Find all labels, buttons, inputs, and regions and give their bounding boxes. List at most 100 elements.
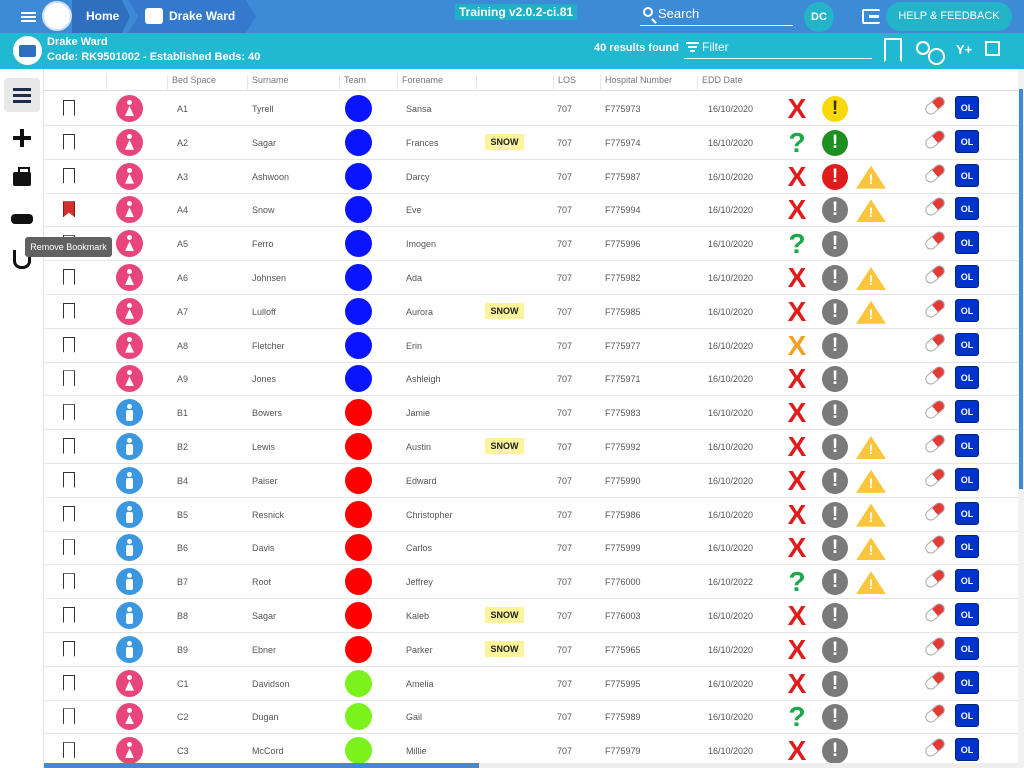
horizontal-scrollbar-thumb[interactable] bbox=[44, 763, 479, 768]
breadcrumb-home[interactable]: Home bbox=[72, 0, 130, 33]
alert-icon[interactable]: ! bbox=[822, 400, 848, 427]
alert-icon[interactable]: ! bbox=[822, 231, 848, 258]
question-icon[interactable]: ? bbox=[788, 566, 806, 598]
bookmark-icon[interactable] bbox=[63, 201, 75, 218]
ol-button[interactable]: OL bbox=[955, 467, 979, 491]
help-feedback-button[interactable]: HELP & FEEDBACK bbox=[886, 2, 1012, 31]
warning-icon[interactable]: ! bbox=[856, 537, 886, 561]
filter-button[interactable]: Filter bbox=[684, 37, 872, 59]
header-forename[interactable]: Forename bbox=[397, 75, 475, 89]
avatar[interactable]: DC bbox=[804, 2, 834, 32]
vertical-scrollbar[interactable] bbox=[1018, 69, 1024, 768]
alert-icon[interactable]: ! bbox=[822, 129, 848, 156]
alert-icon[interactable]: ! bbox=[822, 163, 848, 190]
alert-icon[interactable]: ! bbox=[822, 670, 848, 697]
ol-button[interactable]: OL bbox=[955, 332, 979, 356]
bookmark-icon[interactable] bbox=[63, 133, 75, 150]
logout-icon[interactable] bbox=[862, 9, 880, 24]
ol-button[interactable]: OL bbox=[955, 501, 979, 525]
cross-icon[interactable]: X bbox=[787, 532, 807, 564]
warning-icon[interactable]: ! bbox=[856, 503, 886, 527]
medication-icon[interactable] bbox=[923, 668, 947, 692]
staff-settings-icon[interactable] bbox=[914, 38, 945, 65]
medication-icon[interactable] bbox=[923, 635, 947, 658]
ol-button[interactable]: OL bbox=[955, 434, 979, 457]
table-row[interactable]: A7 Lulloff Aurora SNOW 707 F775985 16/10/2020 X… bbox=[44, 295, 1018, 329]
medication-icon[interactable] bbox=[923, 432, 947, 455]
bookmark-icon[interactable] bbox=[63, 269, 75, 285]
medical-kit-icon[interactable] bbox=[4, 161, 40, 195]
bookmark-icon[interactable] bbox=[63, 708, 75, 725]
stethoscope-icon[interactable] bbox=[4, 243, 40, 277]
medication-icon[interactable] bbox=[923, 94, 947, 117]
warning-icon[interactable]: ! bbox=[856, 469, 886, 493]
medication-icon[interactable] bbox=[923, 702, 947, 726]
medication-icon[interactable] bbox=[923, 499, 947, 523]
table-row[interactable]: B6 Davis Carlos 707 F775999 16/10/2020 X!! OL bbox=[44, 531, 1018, 566]
table-row[interactable]: A5 Ferro Imogen 707 F775996 16/10/2020?! OL bbox=[44, 227, 1018, 262]
medication-icon[interactable] bbox=[923, 533, 947, 557]
table-row[interactable]: A3 Ashwoon Darcy 707 F775987 16/10/2020 X!! OL bbox=[44, 160, 1018, 194]
add-icon[interactable] bbox=[4, 121, 40, 155]
table-row[interactable]: B2 Lewis Austin SNOW 707 F775992 16/10/2020 X!!… bbox=[44, 430, 1018, 464]
table-row[interactable]: A9 Jones Ashleigh 707 F775971 16/10/2020 X! OL bbox=[44, 362, 1018, 397]
ol-button[interactable]: OL bbox=[955, 603, 979, 626]
header-surname[interactable]: Surname bbox=[247, 75, 338, 89]
medication-icon[interactable] bbox=[923, 330, 947, 354]
cross-icon[interactable]: X bbox=[787, 431, 807, 462]
cross-icon[interactable]: X bbox=[787, 262, 807, 293]
warning-icon[interactable]: ! bbox=[856, 199, 886, 223]
alert-icon[interactable]: ! bbox=[822, 366, 848, 393]
alert-icon[interactable]: ! bbox=[822, 636, 848, 663]
ol-button[interactable]: OL bbox=[955, 129, 979, 153]
bookmark-icon[interactable] bbox=[63, 438, 75, 454]
warning-icon[interactable]: ! bbox=[856, 165, 886, 189]
ol-button[interactable]: OL bbox=[955, 231, 979, 255]
alert-icon[interactable]: ! bbox=[822, 704, 848, 731]
bookmark-filter-icon[interactable] bbox=[884, 38, 902, 62]
table-row[interactable]: B4 Paiser Edward 707 F775990 16/10/2020 X!! OL bbox=[44, 464, 1018, 498]
ol-button[interactable]: OL bbox=[955, 535, 979, 559]
menu-icon[interactable] bbox=[14, 6, 42, 28]
medication-icon[interactable] bbox=[923, 128, 947, 151]
alert-icon[interactable]: ! bbox=[822, 265, 848, 291]
ol-button[interactable]: OL bbox=[955, 163, 979, 187]
ol-button[interactable]: OL bbox=[955, 569, 979, 593]
list-view-icon[interactable] bbox=[4, 78, 40, 112]
medication-icon[interactable] bbox=[923, 263, 947, 286]
bookmark-icon[interactable] bbox=[63, 742, 75, 759]
horizontal-scrollbar[interactable] bbox=[44, 763, 1018, 768]
alert-icon[interactable]: ! bbox=[822, 467, 848, 494]
bookmark-icon[interactable] bbox=[63, 167, 75, 184]
ol-button[interactable]: OL bbox=[955, 96, 979, 119]
table-row[interactable]: B5 Resnick Christopher 707 F775986 16/10/2020… bbox=[44, 498, 1018, 532]
cross-icon[interactable]: X bbox=[787, 93, 807, 124]
table-row[interactable]: B8 Sagar Kaleb SNOW 707 F776003 16/10/2020 X! OL bbox=[44, 599, 1018, 633]
alert-icon[interactable]: ! bbox=[822, 501, 848, 528]
ol-button[interactable]: OL bbox=[955, 197, 979, 221]
medication-icon[interactable] bbox=[923, 297, 947, 320]
cross-icon[interactable]: X bbox=[787, 464, 807, 496]
alert-icon[interactable]: ! bbox=[822, 738, 848, 764]
medication-icon[interactable] bbox=[923, 364, 947, 388]
question-icon[interactable]: ? bbox=[788, 228, 806, 260]
bookmark-icon[interactable] bbox=[63, 336, 75, 353]
alert-icon[interactable]: ! bbox=[822, 603, 848, 629]
table-row[interactable]: A1 Tyrell Sansa 707 F775973 16/10/2020 X! OL bbox=[44, 92, 1018, 126]
warning-icon[interactable]: ! bbox=[856, 436, 886, 459]
breadcrumb-ward[interactable]: Drake Ward bbox=[128, 0, 256, 33]
bookmark-icon[interactable] bbox=[63, 674, 75, 691]
open-external-icon[interactable] bbox=[985, 41, 1000, 56]
cross-icon[interactable]: X bbox=[787, 735, 807, 764]
bookmark-icon[interactable] bbox=[63, 302, 75, 319]
table-row[interactable]: C1 Davidson Amelia 707 F775995 16/10/2020 X! OL bbox=[44, 667, 1018, 701]
cross-icon[interactable]: X bbox=[787, 397, 807, 429]
bookmark-icon[interactable] bbox=[63, 370, 75, 387]
vertical-scrollbar-thumb[interactable] bbox=[1019, 89, 1023, 489]
ol-button[interactable]: OL bbox=[955, 400, 979, 424]
cross-icon[interactable]: X bbox=[787, 363, 807, 395]
medication-icon[interactable] bbox=[923, 601, 947, 624]
table-row[interactable]: B1 Bowers Jamie 707 F775983 16/10/2020 X! OL bbox=[44, 396, 1018, 431]
table-row[interactable]: C2 Dugan Gail 707 F775989 16/10/2020?! OL bbox=[44, 700, 1018, 735]
ol-button[interactable]: OL bbox=[955, 670, 979, 694]
